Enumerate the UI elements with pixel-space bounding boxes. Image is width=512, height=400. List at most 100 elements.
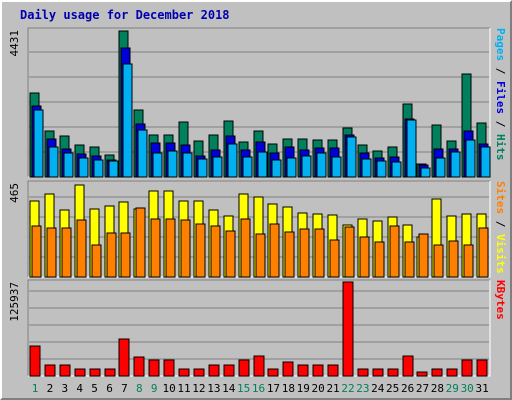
bar-sites-day-25 [389,225,400,278]
bar-pages-day-19 [301,155,312,178]
series-sites [31,207,489,278]
x-tick-label-day-12: 12 [192,382,205,395]
bar-sites-day-1 [31,225,42,278]
bar-sites-day-14 [225,230,236,278]
bar-kbytes-day-13 [208,364,220,377]
bar-sites-day-24 [374,241,385,278]
bar-kbytes-day-18 [282,361,294,377]
bar-pages-day-8 [137,129,148,178]
bar-kbytes-day-30 [461,359,473,377]
bar-kbytes-day-11 [178,368,190,377]
bar-pages-day-28 [435,157,446,178]
bar-kbytes-day-25 [387,368,399,377]
x-tick-label-day-13: 13 [207,382,220,395]
x-tick-label-day-20: 20 [312,382,325,395]
bar-pages-day-12 [197,158,208,178]
x-tick-label-day-7: 7 [121,382,128,395]
bar-sites-day-31 [478,227,489,278]
bar-sites-day-19 [299,228,310,278]
bar-kbytes-day-2 [44,364,56,377]
bar-kbytes-day-4 [74,368,86,377]
x-tick-label-day-2: 2 [47,382,54,395]
bar-kbytes-day-6 [104,368,116,377]
bar-pages-day-17 [271,159,282,178]
legend-entry: / [494,114,507,134]
bar-sites-day-29 [448,240,459,278]
bar-pages-day-27 [420,167,431,178]
x-tick-label-day-26: 26 [401,382,414,395]
bar-sites-day-20 [314,228,325,278]
bar-pages-day-3 [63,152,74,178]
bar-sites-day-6 [106,232,117,278]
bar-kbytes-day-9 [148,359,160,377]
bar-kbytes-day-23 [357,368,369,377]
bar-pages-day-15 [242,156,253,178]
x-tick-label-day-10: 10 [163,382,176,395]
bar-sites-day-12 [195,223,206,278]
bar-pages-day-1 [33,109,44,178]
bar-pages-day-20 [316,152,327,178]
legend-kbytes: KBytes [494,280,507,320]
bar-sites-day-21 [329,239,340,278]
panel-visits-sites: 465 Sites / Visits [8,180,507,278]
legend-entry: Visits [494,234,507,274]
bar-kbytes-day-31 [476,359,488,377]
bar-sites-day-23 [359,236,370,278]
x-tick-label-day-27: 27 [416,382,429,395]
bar-sites-day-3 [61,227,72,278]
plot-border-shadow [27,27,490,177]
x-axis-day-labels: 1 2 3 4 5 6 7 8 9 10 11 12 13 14 15 16 17 18 19 20 21 22 23 24 2… [32,382,489,395]
bar-sites-day-27 [418,233,429,278]
bar-sites-day-15 [240,218,251,278]
x-tick-label-day-28: 28 [431,382,444,395]
x-tick-label-day-31: 31 [475,382,488,395]
x-tick-label-day-1: 1 [32,382,39,395]
bar-pages-day-10 [167,150,178,178]
bar-pages-day-14 [227,143,238,178]
x-tick-label-day-29: 29 [446,382,459,395]
x-tick-label-day-23: 23 [356,382,369,395]
bar-kbytes-day-8 [133,356,145,377]
series-pages [33,63,491,178]
y-axis-max-label: 4431 [8,30,21,57]
bar-kbytes-day-27 [416,371,428,377]
bar-pages-day-24 [376,160,387,178]
bar-sites-day-11 [180,219,191,278]
chart-title: Daily usage for December 2018 [20,8,230,22]
bar-pages-day-5 [93,159,104,178]
legend-entry: / [494,61,507,81]
bar-pages-day-30 [465,139,476,178]
bar-kbytes-day-12 [193,368,205,377]
bar-pages-day-26 [406,119,417,178]
bar-sites-day-16 [255,233,266,278]
x-tick-label-day-6: 6 [106,382,113,395]
plot-border-shadow [27,180,490,277]
plot-border-shadow [27,279,490,376]
bar-sites-day-4 [76,219,87,278]
bar-pages-day-11 [182,152,193,178]
bar-pages-day-22 [346,136,357,178]
bar-kbytes-day-1 [29,345,41,377]
x-tick-label-day-16: 16 [252,382,265,395]
bar-pages-day-21 [331,156,342,178]
legend-entry: Hits [494,134,507,161]
x-tick-label-day-21: 21 [326,382,339,395]
x-tick-label-day-8: 8 [136,382,143,395]
bar-pages-day-16 [257,151,268,178]
bar-pages-day-4 [78,157,89,178]
bar-kbytes-day-16 [253,355,265,377]
panel-kbytes: 125937 KBytes [8,279,507,377]
x-tick-label-day-15: 15 [237,382,250,395]
series-kbytes [29,281,488,377]
bar-sites-day-5 [91,244,102,278]
bar-sites-day-22 [344,226,355,278]
x-tick-label-day-5: 5 [91,382,98,395]
bar-sites-day-7 [120,232,131,278]
legend-entry: Sites [494,181,507,214]
bar-pages-day-6 [108,160,119,178]
bar-kbytes-day-24 [372,368,384,377]
bar-sites-day-17 [269,223,280,278]
bar-sites-day-28 [433,244,444,278]
legend-entry: Pages [494,28,507,61]
